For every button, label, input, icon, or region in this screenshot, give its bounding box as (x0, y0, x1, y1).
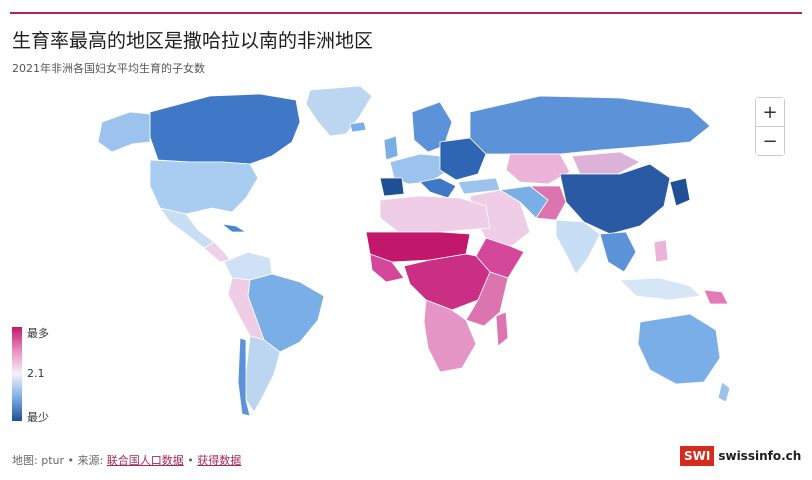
legend-label-mid: 2.1 (27, 367, 45, 380)
zoom-divider (756, 126, 784, 127)
region-madagascar[interactable] (495, 311, 509, 347)
region-india[interactable] (555, 219, 601, 275)
page-subtitle: 2021年非洲各国妇女平均生育的子女数 (12, 62, 205, 75)
top-rule (10, 12, 802, 14)
region-usa[interactable] (149, 159, 259, 215)
page-title: 生育率最高的地区是撒哈拉以南的非洲地区 (12, 30, 374, 52)
region-papua-new-guinea[interactable] (703, 289, 729, 305)
region-canada[interactable] (149, 93, 301, 165)
region-central-america[interactable] (203, 241, 231, 263)
credit-separator-2: • (187, 454, 194, 467)
region-china[interactable] (559, 163, 671, 235)
source-link[interactable]: 联合国人口数据 (106, 454, 184, 467)
brand-name: swissinfo.ch (718, 449, 802, 463)
region-italy-balkans[interactable] (419, 177, 457, 199)
region-russia[interactable] (469, 95, 711, 155)
zoom-out-button[interactable]: − (756, 127, 784, 155)
region-uk[interactable] (383, 135, 399, 161)
legend-label-bottom: 最少 (27, 411, 49, 424)
region-southern-africa[interactable] (423, 299, 477, 373)
brand-logo[interactable]: SWI swissinfo.ch (680, 445, 801, 467)
region-new-zealand[interactable] (717, 381, 730, 403)
map-author: ptur (41, 454, 65, 467)
region-west-africa-coast[interactable] (369, 253, 405, 283)
credit-separator: • (67, 454, 75, 467)
map-label: 地图: (12, 454, 38, 467)
region-greenland[interactable] (305, 85, 373, 137)
legend-label-top: 最多 (27, 327, 49, 340)
region-mongolia[interactable] (571, 151, 641, 175)
legend-gradient-bar (12, 327, 22, 421)
region-iceland[interactable] (349, 121, 367, 133)
swi-logo-icon: SWI (680, 446, 715, 466)
region-indonesia[interactable] (619, 277, 701, 301)
region-kazakhstan[interactable] (505, 153, 571, 185)
color-legend: 最多 2.1 最少 (12, 325, 72, 425)
region-caribbean[interactable] (220, 223, 248, 233)
region-philippines[interactable] (653, 239, 669, 263)
region-alaska[interactable] (97, 111, 151, 153)
zoom-in-button[interactable]: + (756, 98, 784, 126)
credits: 地图: ptur • 来源: 联合国人口数据 • 获得数据 (12, 452, 241, 468)
region-north-africa[interactable] (379, 195, 491, 233)
region-iberia[interactable] (379, 177, 405, 197)
region-chile[interactable] (237, 337, 251, 417)
get-data-link[interactable]: 获得数据 (197, 454, 242, 467)
zoom-control: + − (755, 97, 785, 156)
region-japan-korea[interactable] (669, 177, 691, 207)
region-australia[interactable] (637, 313, 721, 385)
source-label: 来源: (77, 454, 104, 467)
region-southeast-asia[interactable] (599, 231, 637, 273)
world-fertility-map[interactable] (0, 82, 730, 442)
